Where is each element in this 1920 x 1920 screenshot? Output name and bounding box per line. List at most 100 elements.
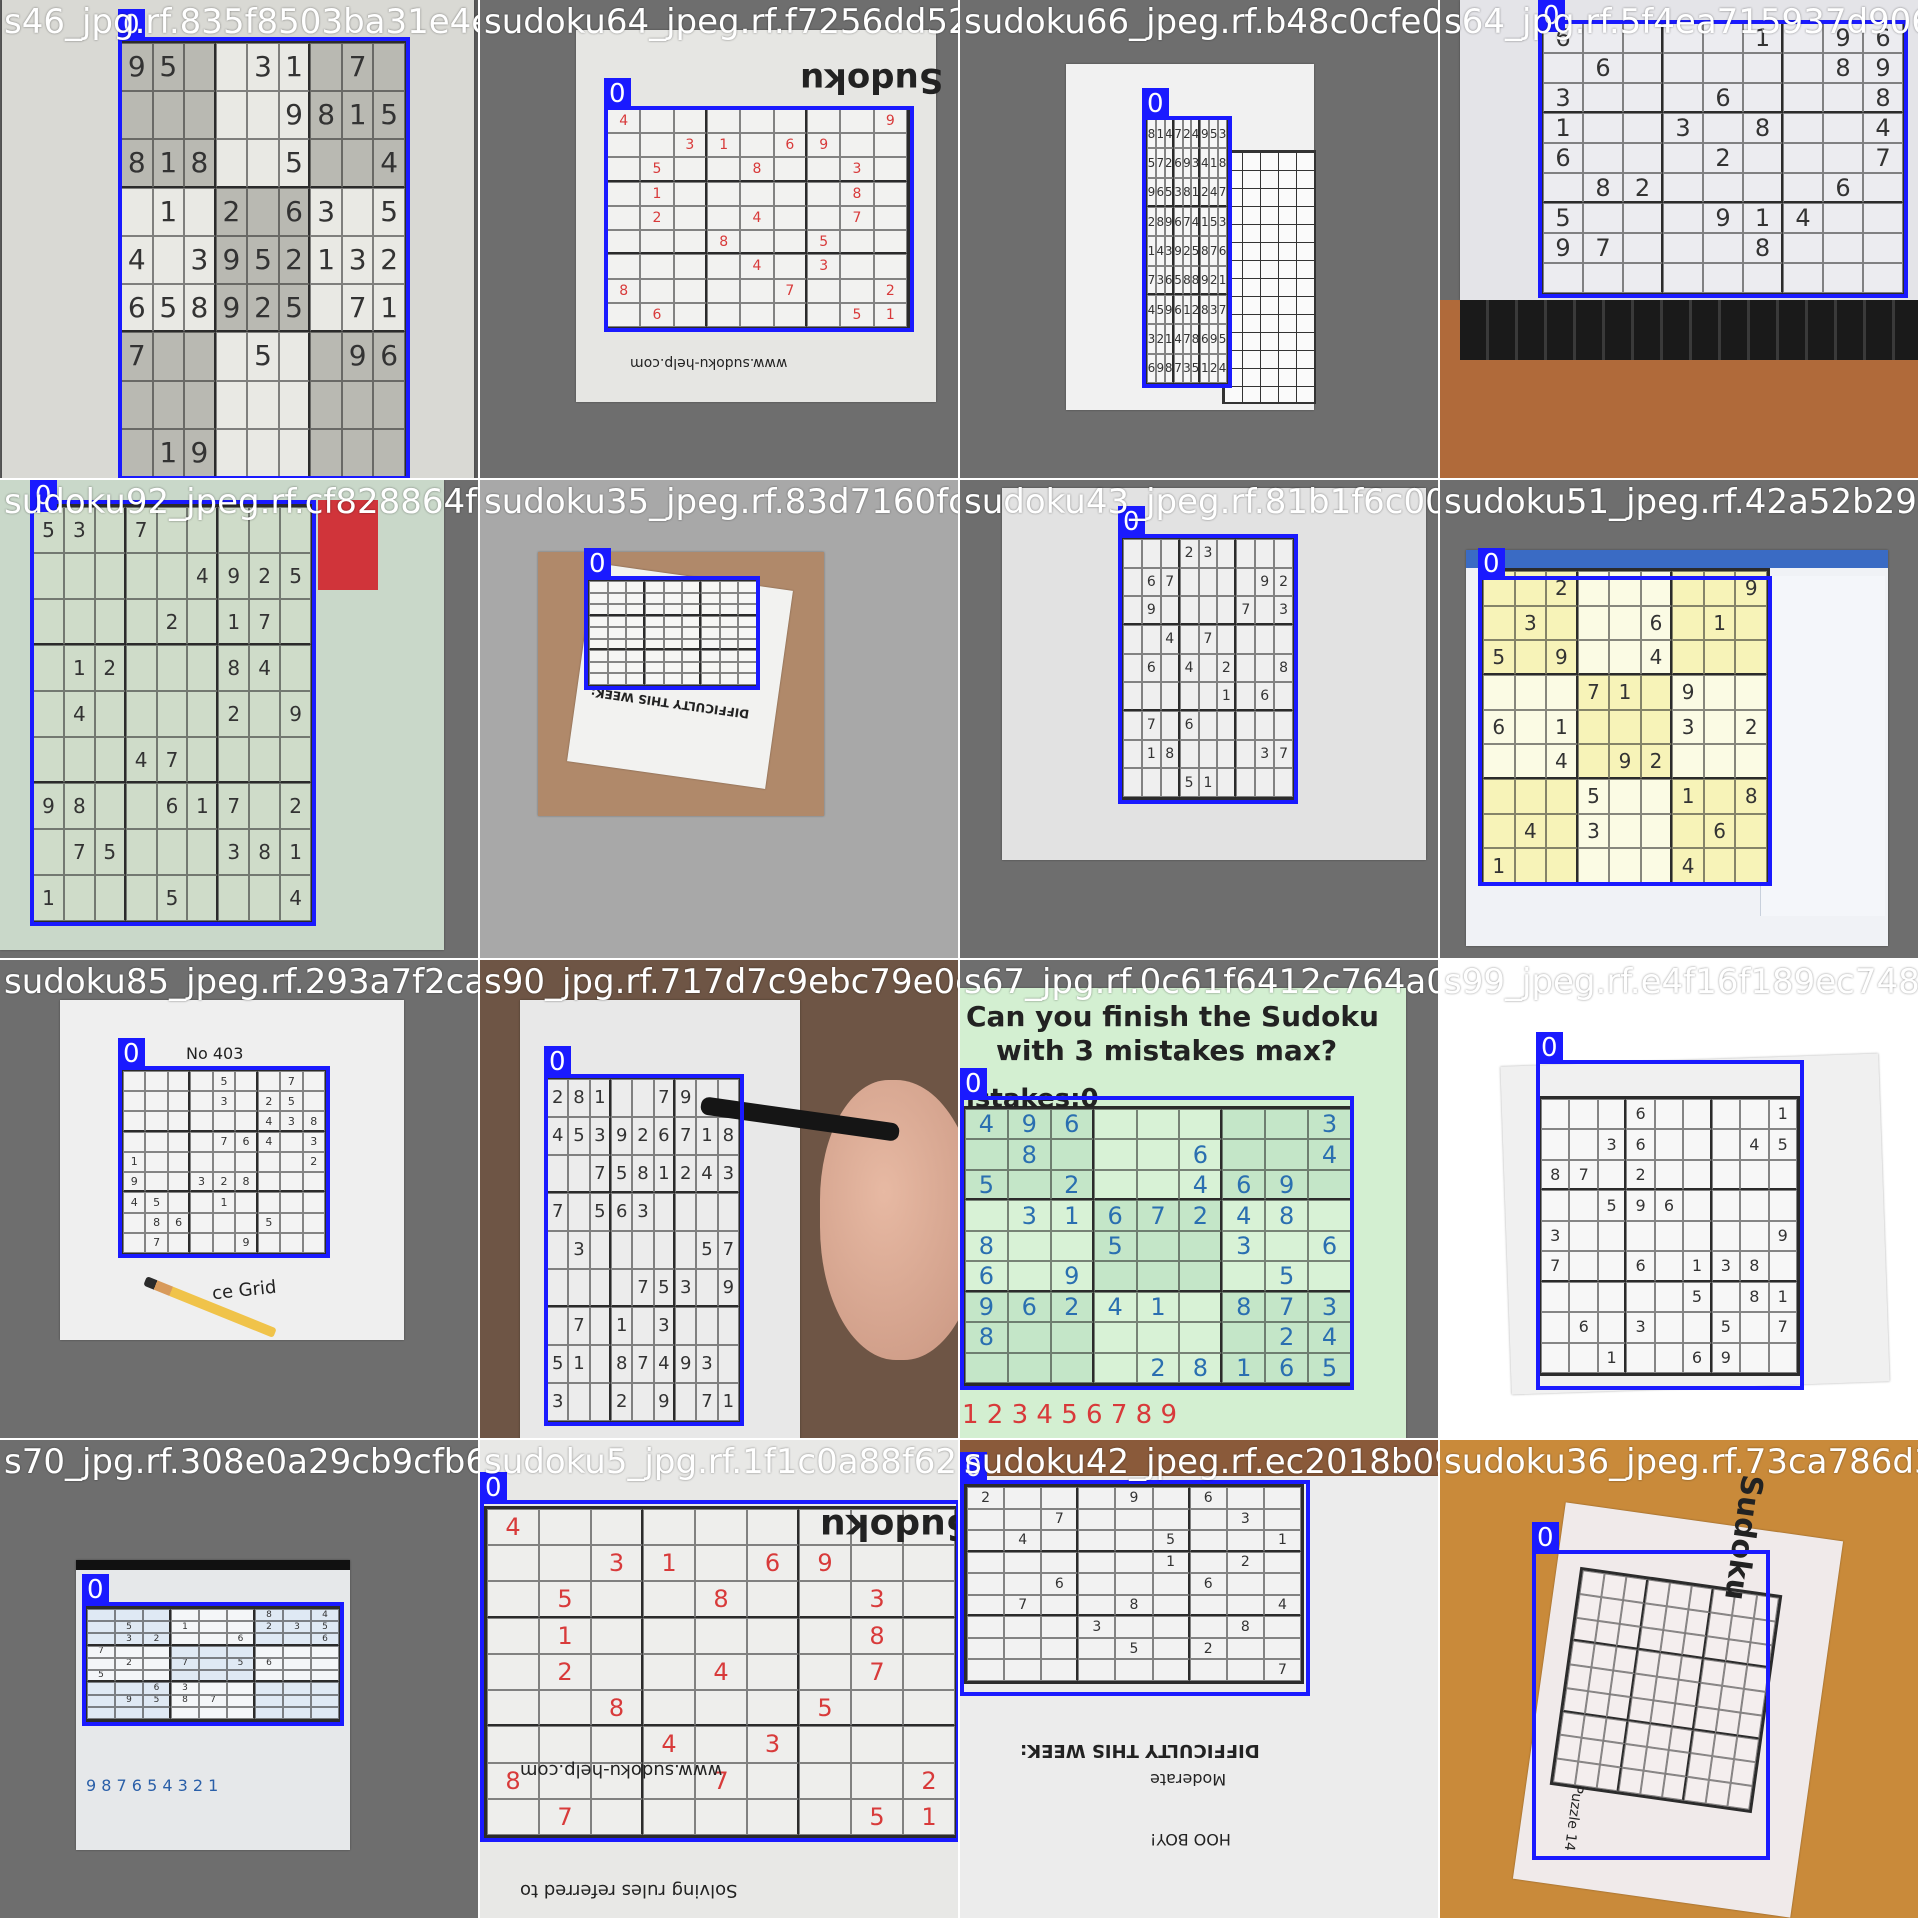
image-filename: sudoku51_jpeg.rf.42a52b295644e864 — [1444, 482, 1918, 522]
sudoku-cell — [1640, 813, 1673, 849]
sudoku-cell: 7 — [1236, 596, 1256, 625]
sudoku-cell — [840, 230, 874, 255]
class-label: 0 — [1478, 548, 1505, 580]
sudoku-cell — [1041, 1530, 1079, 1552]
sudoku-cell — [903, 1726, 955, 1763]
sudoku-cell: 4 — [1863, 113, 1903, 143]
sudoku-cell — [719, 673, 739, 685]
sudoku-cell — [1263, 1573, 1301, 1595]
sudoku-cell — [167, 1071, 191, 1092]
sudoku-cell: 1 — [33, 875, 64, 921]
sudoku-cell — [87, 1682, 115, 1695]
sudoku-cell — [773, 157, 807, 182]
sudoku-cell: 4 — [1209, 177, 1219, 207]
sudoku-cell: 9 — [33, 783, 64, 829]
sudoku-cell — [171, 1633, 199, 1646]
sudoku-cell: 8 — [1155, 207, 1165, 237]
sudoku-cell — [626, 661, 645, 674]
sudoku-cell — [255, 1645, 283, 1658]
sudoku-cell — [903, 1617, 955, 1654]
sudoku-cell: 3 — [568, 1231, 590, 1269]
sudoku-cell — [227, 1609, 255, 1622]
sudoku-cell: 6 — [1218, 236, 1227, 266]
sudoku-cell — [1255, 539, 1275, 568]
sudoku-cell: 3 — [632, 1193, 654, 1231]
sudoku-cell — [94, 737, 126, 783]
sudoku-cell — [310, 332, 342, 381]
sudoku-cell: 6 — [311, 1633, 339, 1646]
sudoku-cell: 2 — [1182, 236, 1192, 266]
sudoku-cell — [967, 1551, 1005, 1574]
sudoku-cell — [607, 650, 627, 662]
sudoku-cell: 8 — [632, 1155, 654, 1193]
sudoku-cell: 7 — [1218, 295, 1227, 325]
sudoku-cell: 9 — [1626, 1190, 1655, 1221]
sudoku-cell — [311, 1657, 339, 1671]
sudoku-cell: 6 — [1222, 1169, 1266, 1201]
sudoku-cell — [1160, 710, 1180, 740]
sudoku-cell — [1823, 83, 1863, 113]
sudoku-cell — [1654, 1099, 1684, 1130]
sudoku-cell — [591, 1617, 643, 1654]
sudoku-cell: 8 — [1222, 1291, 1266, 1323]
sudoku-cell: 1 — [152, 428, 185, 477]
options-panel — [1760, 576, 1885, 916]
sudoku-cell: 5 — [1152, 1530, 1190, 1552]
class-label: 0 — [604, 78, 631, 110]
sudoku-cell — [1640, 709, 1673, 745]
sudoku-cell: 3 — [675, 1269, 697, 1307]
sudoku-cell — [143, 1670, 171, 1683]
sudoku-cell: 4 — [1191, 119, 1201, 149]
sudoku-cell: 8 — [1735, 779, 1767, 814]
sudoku-cell — [1577, 571, 1610, 606]
sudoku-cell: 8 — [1863, 83, 1903, 113]
sudoku-cell — [1640, 675, 1673, 710]
sudoku-cell: 4 — [1093, 1291, 1137, 1323]
sudoku-cell — [589, 661, 608, 674]
sudoku-cell — [626, 615, 645, 628]
sudoku-cell — [568, 1193, 590, 1231]
sudoku-cell — [799, 1581, 851, 1618]
sudoku-cell: 8 — [607, 278, 641, 303]
sudoku-cell: 2 — [1209, 265, 1219, 295]
sudoku-cell — [1683, 1099, 1712, 1130]
sudoku-cell — [487, 1617, 539, 1654]
sudoku-cell: 1 — [310, 235, 342, 285]
sudoku-cell: 4 — [1191, 207, 1201, 237]
sudoku-cell: 4 — [1173, 324, 1183, 354]
sudoku-cell — [589, 650, 608, 662]
sudoku-cell — [706, 278, 741, 303]
sudoku-cell — [1136, 1261, 1180, 1292]
sudoku-cell — [302, 1212, 325, 1233]
sudoku-cell — [1623, 143, 1663, 173]
sudoku-cell: 3 — [1173, 177, 1183, 207]
sudoku-cell — [1226, 1573, 1264, 1595]
sudoku-cell — [1747, 1641, 1773, 1669]
sudoku-cell — [1703, 779, 1736, 814]
sudoku-cell — [1623, 233, 1663, 263]
sudoku-cell: 5 — [247, 332, 279, 381]
sudoku-cell — [1711, 1099, 1741, 1130]
sudoku-cell — [700, 615, 720, 628]
sudoku-cell — [626, 592, 645, 605]
sudoku-cell — [799, 1762, 851, 1799]
sudoku-cell: 4 — [1222, 1200, 1266, 1231]
sudoku-cell: 9 — [121, 43, 153, 92]
sudoku-cell — [1263, 1637, 1301, 1660]
sudoku-cell — [1179, 624, 1199, 654]
sudoku-cell — [1004, 1573, 1042, 1595]
sudoku-cell — [738, 592, 757, 605]
sudoku-cell — [235, 1212, 258, 1233]
sudoku-cell — [851, 1762, 903, 1799]
sudoku-cell: 1 — [1155, 119, 1165, 149]
sudoku-cell: 4 — [643, 1726, 695, 1763]
sudoku-cell: 8 — [184, 284, 216, 333]
sudoku-cell — [218, 875, 250, 921]
sudoku-cell — [310, 139, 342, 188]
sudoku-cell: 9 — [1546, 640, 1578, 675]
class-label: 0 — [1118, 506, 1145, 538]
sudoku-cell: 7 — [568, 1307, 590, 1345]
sudoku-cell: 5 — [227, 1657, 255, 1671]
